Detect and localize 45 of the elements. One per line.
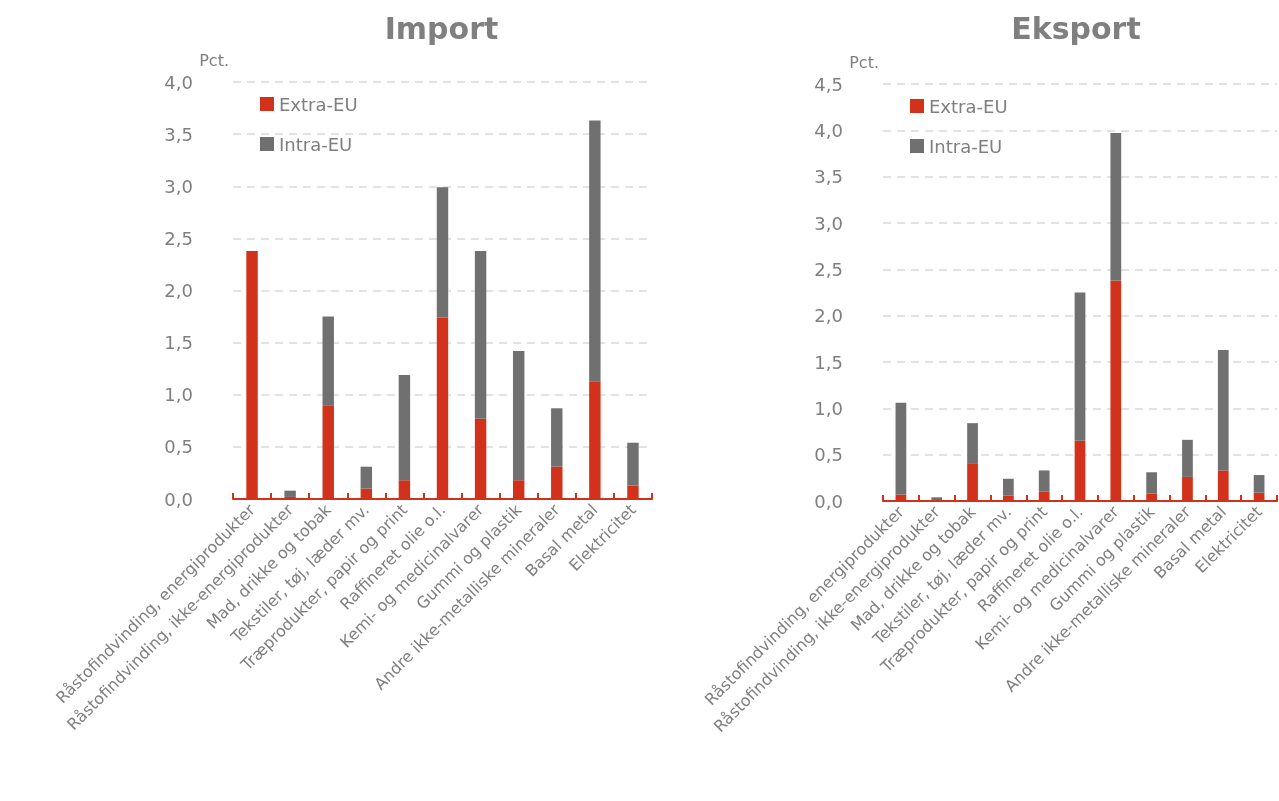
y-tick-label: 1,5	[164, 332, 193, 354]
bar	[895, 402, 907, 495]
legend-label: Intra-EU	[929, 135, 1003, 157]
bar	[1074, 292, 1086, 441]
bar	[284, 490, 296, 497]
bar	[1253, 475, 1265, 493]
bar	[474, 250, 487, 419]
bar	[1182, 439, 1193, 477]
bar	[436, 187, 449, 318]
bar	[589, 120, 601, 382]
y-tick-label: 3,0	[814, 212, 843, 234]
y-axis-title: Pct.	[199, 50, 229, 70]
bar	[1002, 478, 1014, 496]
y-tick-label: 0,5	[814, 444, 843, 466]
bar	[360, 466, 373, 489]
bar	[1217, 349, 1229, 471]
bar	[1146, 472, 1158, 494]
y-tick-label: 4,0	[164, 71, 193, 93]
y-tick-label: 3,5	[814, 166, 843, 188]
chart-title: Eksport	[1011, 10, 1141, 46]
bar	[512, 350, 525, 481]
bar	[551, 408, 563, 467]
y-tick-label: 2,5	[814, 258, 843, 280]
legend-label: Extra-EU	[279, 93, 358, 115]
legend-label: Intra-EU	[279, 133, 353, 155]
bar	[1038, 470, 1050, 492]
bar	[322, 316, 334, 406]
bar	[398, 374, 411, 481]
chart-title: Import	[384, 10, 499, 46]
y-tick-label: 1,0	[164, 384, 193, 406]
y-tick-label: 2,0	[814, 305, 843, 327]
legend-label: Extra-EU	[929, 95, 1008, 117]
y-tick-label: 4,0	[814, 119, 843, 141]
y-tick-label: 0,5	[164, 436, 193, 458]
y-axis-title: Pct.	[849, 52, 879, 72]
bar	[627, 442, 639, 486]
y-tick-label: 4,5	[814, 73, 843, 95]
y-tick-label: 2,5	[164, 227, 193, 249]
y-tick-label: 1,5	[814, 351, 843, 373]
y-tick-label: 3,5	[164, 123, 193, 145]
y-tick-label: 2,0	[164, 280, 193, 301]
y-tick-label: 1,0	[814, 397, 843, 419]
bar	[1110, 133, 1122, 281]
y-tick-label: 3,0	[164, 175, 193, 197]
bar	[967, 423, 978, 464]
